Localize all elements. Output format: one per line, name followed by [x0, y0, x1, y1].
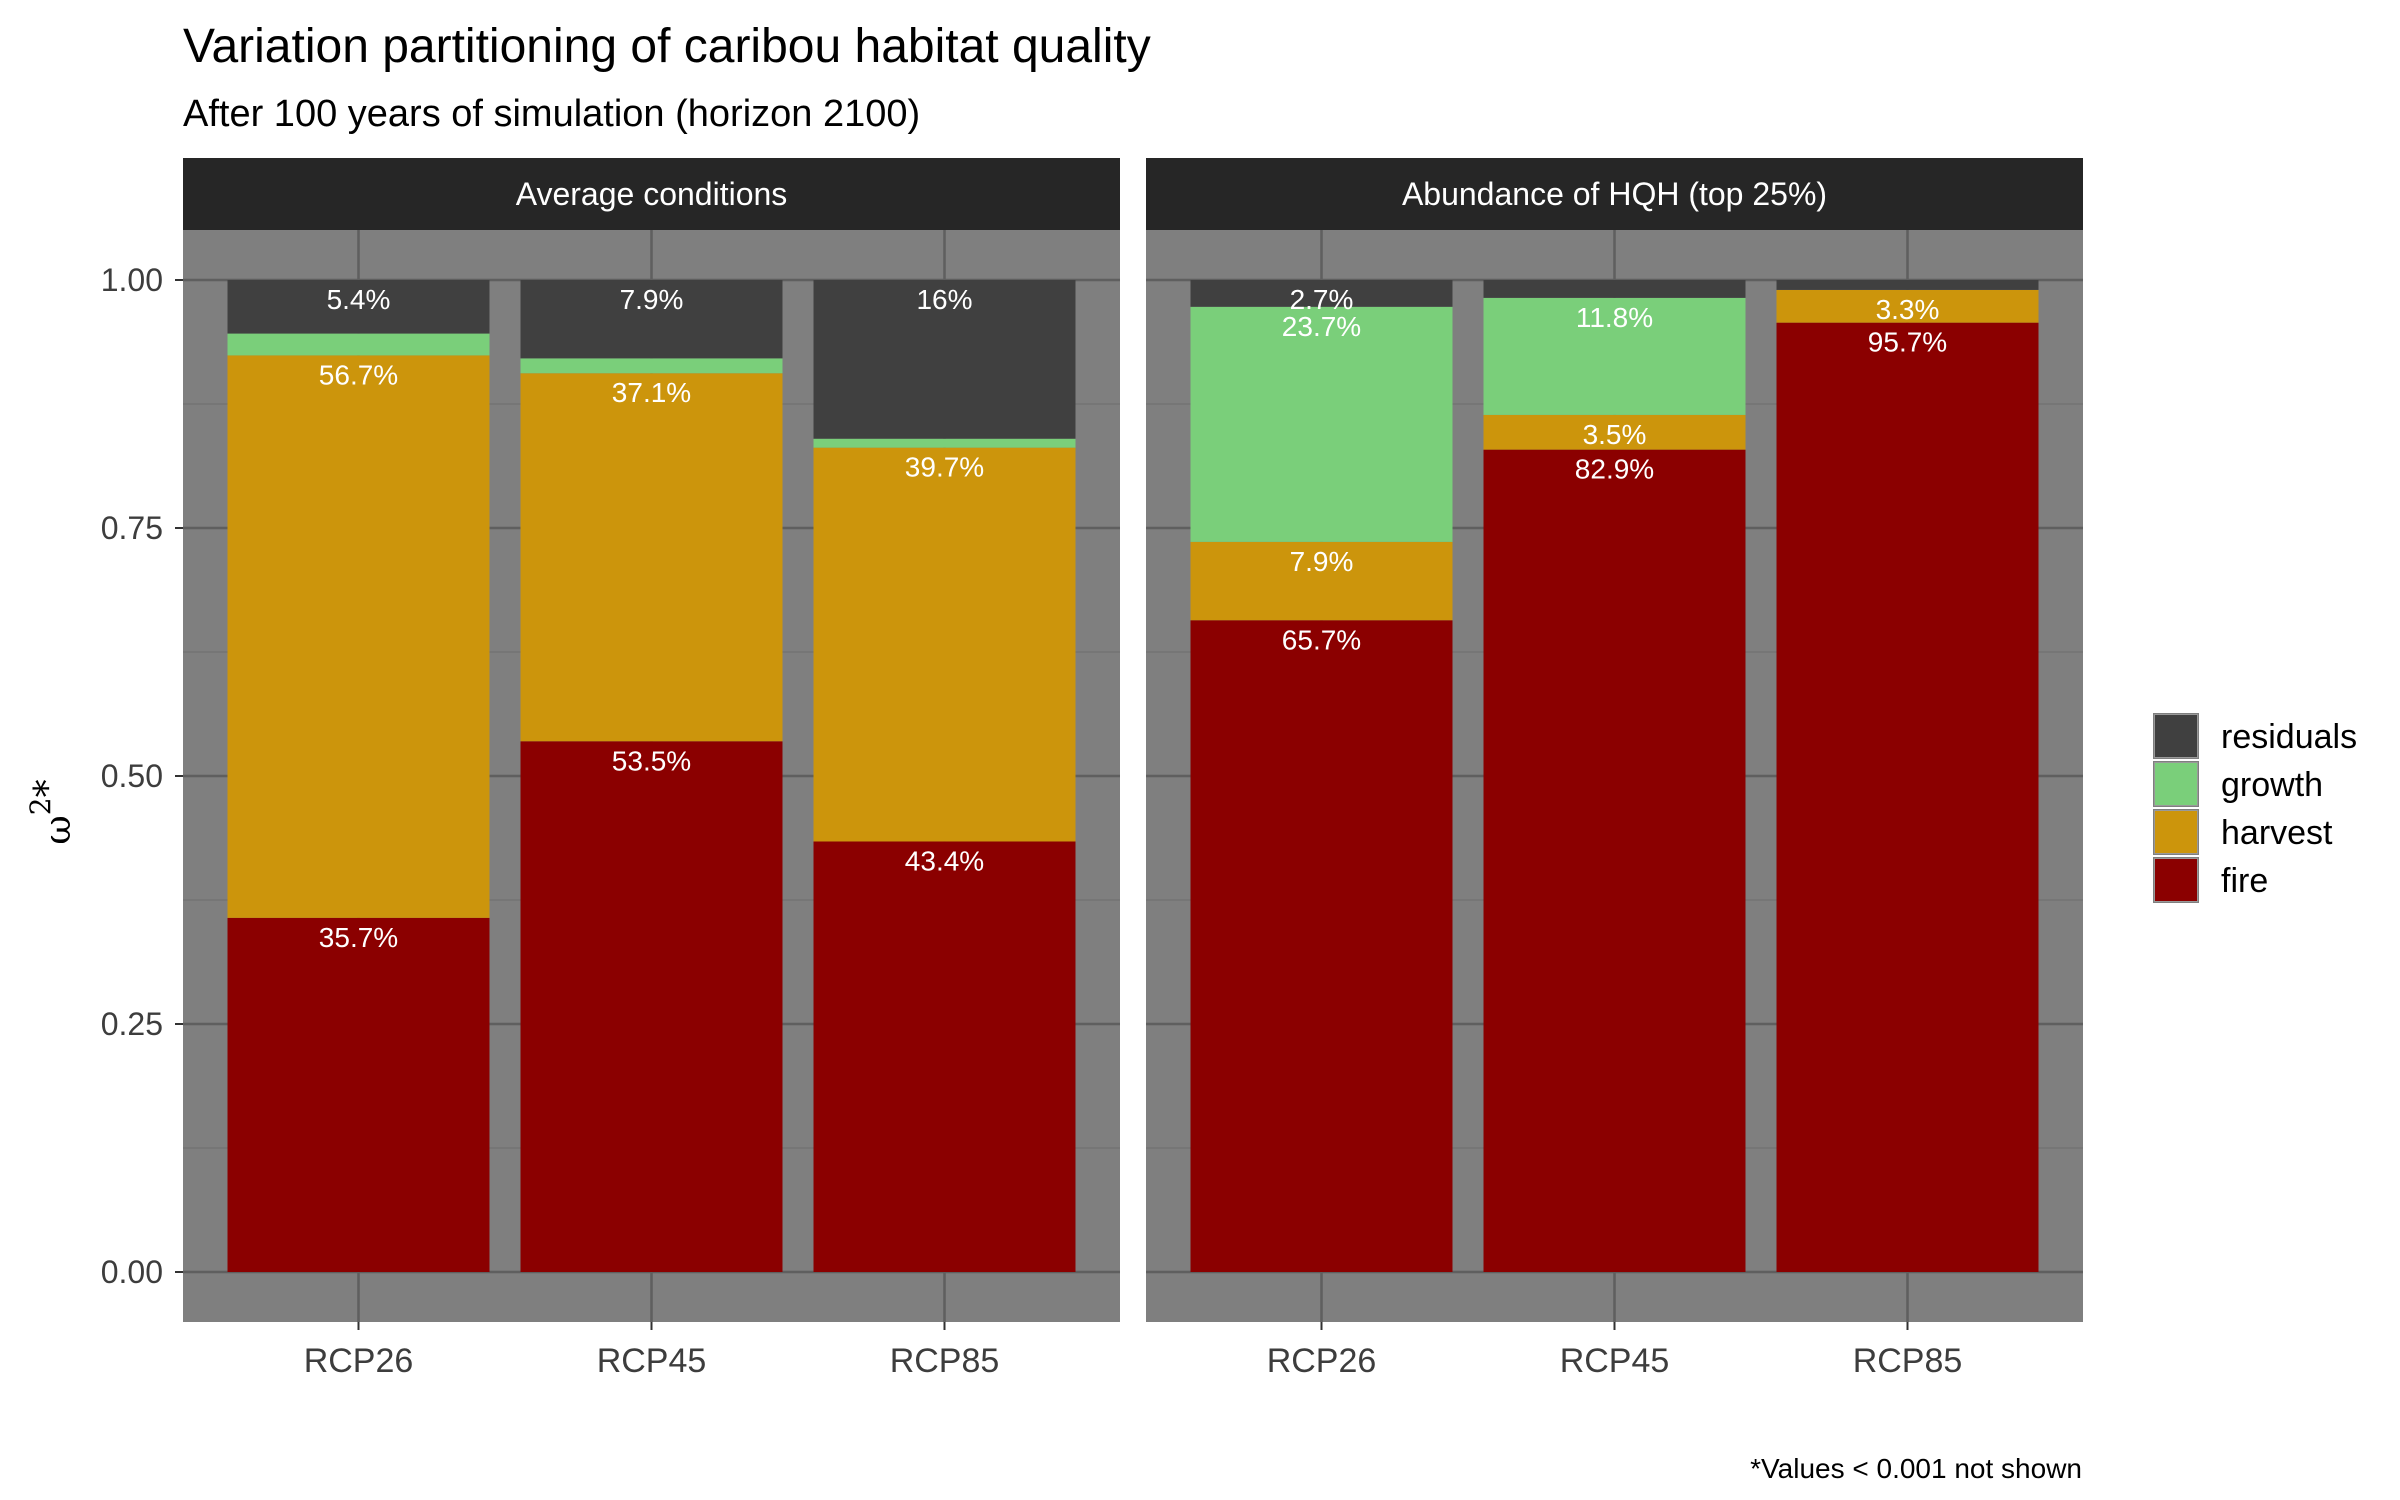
chart-subtitle: After 100 years of simulation (horizon 2… — [183, 93, 920, 135]
bar-segment-fire — [520, 741, 783, 1272]
y-axis: 0.00 0.25 0.50 0.75 1.00 — [101, 262, 183, 1290]
data-label-fire: 53.5% — [612, 745, 691, 776]
bar-segment-harvest — [227, 355, 490, 918]
y-axis-symbol: ω — [38, 815, 79, 844]
data-label-residuals: 5.4% — [327, 284, 391, 315]
bar-segment-residuals — [813, 280, 1076, 439]
facet-panels: Average conditions 35.7% 56.7% 5.4% RCP26 53.… — [183, 158, 2083, 1380]
y-tick-label: 0.50 — [101, 758, 163, 794]
bar-segment-residuals — [227, 280, 490, 334]
y-axis-superscript: 2 — [24, 797, 57, 815]
bar-segment-residuals — [520, 280, 783, 359]
facet-strip-label: Average conditions — [516, 176, 788, 212]
data-label-fire: 95.7% — [1868, 327, 1947, 358]
data-label-harvest: 56.7% — [319, 359, 398, 390]
bar-segment-growth — [227, 333, 490, 356]
legend-swatch-residuals — [2154, 714, 2198, 758]
y-axis-suffix: * — [28, 779, 69, 797]
facet-strip-label: Abundance of HQH (top 25%) — [1402, 176, 1827, 212]
bar-segment-residuals — [1190, 280, 1453, 307]
y-axis-title: ω2* — [24, 779, 79, 844]
y-tick-label: 0.25 — [101, 1006, 163, 1042]
data-label-harvest: 3.5% — [1583, 419, 1647, 450]
legend-label-fire: fire — [2221, 862, 2268, 900]
bar-segment-fire — [227, 917, 490, 1272]
chart-title: Variation partitioning of caribou habita… — [183, 20, 1151, 73]
y-tick-label: 0.00 — [101, 1254, 163, 1290]
bar-segment-growth — [1190, 306, 1453, 542]
facet-panel: Abundance of HQH (top 25%) 65.7% 7.9% 23.7%… — [1146, 158, 2083, 1380]
legend-swatch-harvest — [2154, 810, 2198, 854]
data-label-harvest: 3.3% — [1876, 294, 1940, 325]
bar-segment-harvest — [1190, 541, 1453, 621]
legend-label-growth: growth — [2221, 766, 2323, 804]
bar-segment-growth — [813, 438, 1076, 448]
data-label-growth: 11.8% — [1576, 302, 1653, 333]
data-label-fire: 35.7% — [319, 922, 398, 953]
data-label-fire: 65.7% — [1282, 624, 1361, 655]
bar-segment-fire — [813, 841, 1076, 1272]
data-label-harvest: 39.7% — [905, 452, 984, 483]
data-label-harvest: 37.1% — [612, 377, 691, 408]
data-label-residuals: 2.7% — [1290, 284, 1354, 315]
bar-segment-harvest — [520, 373, 783, 742]
x-tick-label: RCP45 — [1560, 1342, 1670, 1380]
legend-label-residuals: residuals — [2221, 718, 2357, 756]
legend-swatch-growth — [2154, 762, 2198, 806]
caption-note: *Values < 0.001 not shown — [1750, 1453, 2082, 1484]
bar-segment-residuals — [1776, 280, 2039, 290]
facet-panel: Average conditions 35.7% 56.7% 5.4% RCP26 53.… — [183, 158, 1120, 1380]
facet-strip — [1146, 158, 2083, 230]
x-tick-label: RCP45 — [597, 1342, 707, 1380]
legend-label-harvest: harvest — [2221, 814, 2333, 852]
bar-segment-harvest — [1776, 289, 2039, 323]
svg-text:ω2*: ω2* — [24, 779, 79, 844]
bar-segment-harvest — [813, 447, 1076, 842]
y-tick-label: 1.00 — [101, 262, 163, 298]
bar-segment-growth — [520, 358, 783, 374]
data-label-harvest: 7.9% — [1290, 546, 1354, 577]
bar-segment-residuals — [1483, 280, 1746, 298]
data-label-growth: 23.7% — [1282, 311, 1361, 342]
legend: residuals growth harvest fire — [2153, 713, 2357, 903]
facet-strip — [183, 158, 1120, 230]
bar-segment-harvest — [1483, 414, 1746, 450]
bar-segment-fire — [1483, 449, 1746, 1273]
data-label-residuals: 7.9% — [620, 284, 684, 315]
x-tick-label: RCP85 — [890, 1342, 1000, 1380]
data-label-residuals: 16% — [916, 284, 972, 315]
data-label-fire: 43.4% — [905, 845, 984, 876]
data-label-fire: 82.9% — [1575, 454, 1654, 485]
bar-segment-fire — [1776, 322, 2039, 1272]
legend-swatch-fire — [2154, 858, 2198, 902]
bar-segment-growth — [1483, 297, 1746, 415]
x-tick-label: RCP26 — [304, 1342, 414, 1380]
y-tick-label: 0.75 — [101, 510, 163, 546]
x-tick-label: RCP26 — [1267, 1342, 1377, 1380]
x-tick-label: RCP85 — [1853, 1342, 1963, 1380]
bar-segment-fire — [1190, 620, 1453, 1272]
